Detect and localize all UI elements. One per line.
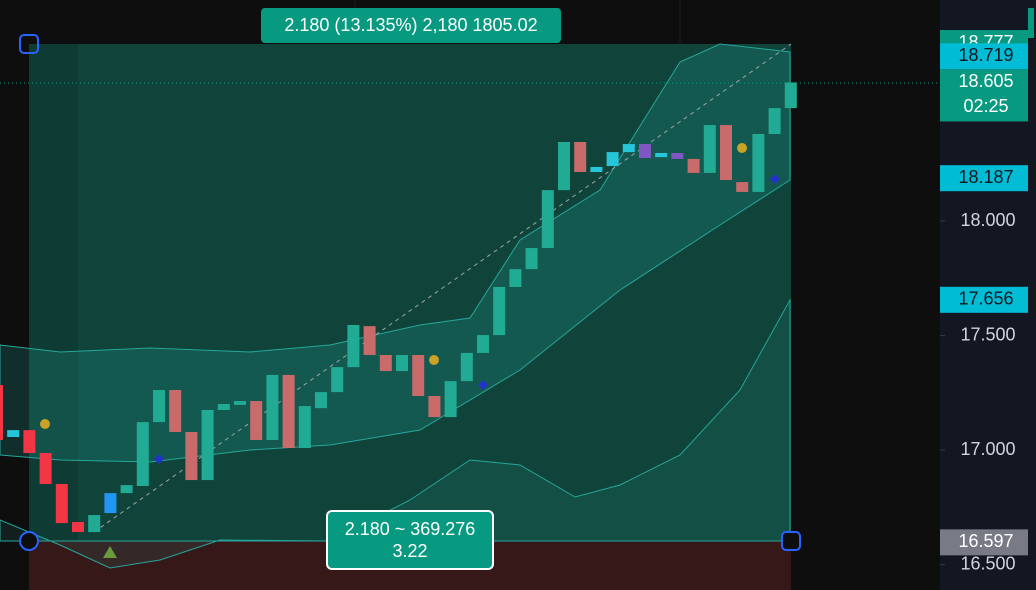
candle-body [88, 515, 101, 533]
candle-body [590, 166, 603, 173]
candle-body [282, 374, 295, 448]
candle-body [234, 401, 246, 405]
candle-body [541, 190, 554, 249]
candle-body [315, 392, 327, 409]
price-label: 16.597 [958, 531, 1013, 551]
candle-body [703, 125, 716, 173]
candles [0, 82, 797, 533]
price-label: 18.605 [958, 71, 1013, 91]
measure-label [261, 8, 561, 43]
price-label: 18.187 [958, 167, 1013, 187]
candle-body [509, 269, 522, 287]
price-label-box [940, 43, 1028, 70]
measure-box-text: 2.180 ~ 369.276 [345, 519, 476, 539]
candle-body [444, 381, 457, 418]
candle-body [217, 404, 230, 410]
price-label: 17.656 [958, 289, 1013, 309]
trend-line [93, 43, 792, 533]
price-label-box [940, 286, 1028, 313]
signal-dot [770, 174, 780, 184]
candle-body [201, 409, 214, 481]
candle-body [752, 133, 765, 192]
candle-body [39, 453, 52, 484]
candle-body [736, 182, 749, 192]
candle-body [574, 142, 587, 173]
y-tick-label: 17.500 [960, 324, 1015, 344]
candle-body [639, 144, 651, 159]
candle-body [104, 493, 117, 514]
candle-body [23, 430, 36, 454]
price-label-sub: 02:25 [963, 96, 1008, 116]
candle-body [120, 485, 133, 494]
candle-body [0, 385, 3, 440]
candle-body [412, 355, 425, 397]
signal-dot [737, 143, 747, 153]
candle-body [671, 152, 684, 159]
signal-dot [429, 355, 439, 365]
handle[interactable] [781, 531, 801, 551]
candle-body [250, 401, 263, 440]
candle-body [72, 521, 84, 533]
candle-body [606, 152, 619, 167]
candle-body [768, 108, 781, 134]
candle-body [720, 125, 732, 181]
candle-body [298, 406, 311, 448]
band-lower [0, 298, 791, 569]
candle-body [169, 390, 182, 432]
candle-body [525, 248, 538, 270]
measure-label-text: 2.180 (13.135%) 2,180 1805.02 [284, 15, 537, 35]
candle-body [153, 390, 165, 423]
candle-body [379, 355, 392, 372]
signal-triangle [103, 546, 117, 558]
candle-body [7, 430, 20, 438]
y-tick-label: 17.000 [960, 439, 1015, 459]
candle-body [347, 325, 360, 368]
candle-body [136, 422, 149, 487]
candle-body [331, 367, 344, 393]
handle[interactable] [19, 34, 39, 54]
signal-dot [478, 380, 488, 390]
signal-dot [154, 454, 164, 464]
handle[interactable] [19, 531, 39, 551]
price-label-box [940, 69, 1028, 122]
candle-body [622, 144, 635, 153]
measure-box-text: 3.22 [392, 541, 427, 561]
candle-body [363, 326, 376, 356]
price-label: 18.719 [958, 45, 1013, 65]
band-upper [0, 43, 791, 463]
candle-body [687, 158, 700, 173]
candle-body [558, 142, 570, 191]
y-tick-label: 16.500 [960, 553, 1015, 573]
candle-body [428, 396, 441, 418]
price-label-box [940, 529, 1028, 556]
signal-dot [40, 419, 50, 429]
candle-body [55, 483, 68, 524]
y-tick-label: 18.000 [960, 210, 1015, 230]
measure-box [326, 510, 494, 570]
candle-body [185, 431, 198, 481]
candle-body [477, 335, 489, 353]
candle-body [266, 374, 279, 440]
scroll-marker [1028, 8, 1034, 38]
candle-body [655, 152, 668, 158]
candle-body [493, 286, 506, 336]
candle-body [396, 355, 408, 372]
price-label-box [940, 165, 1028, 192]
candle-body [460, 352, 473, 382]
candle-body [784, 82, 797, 109]
